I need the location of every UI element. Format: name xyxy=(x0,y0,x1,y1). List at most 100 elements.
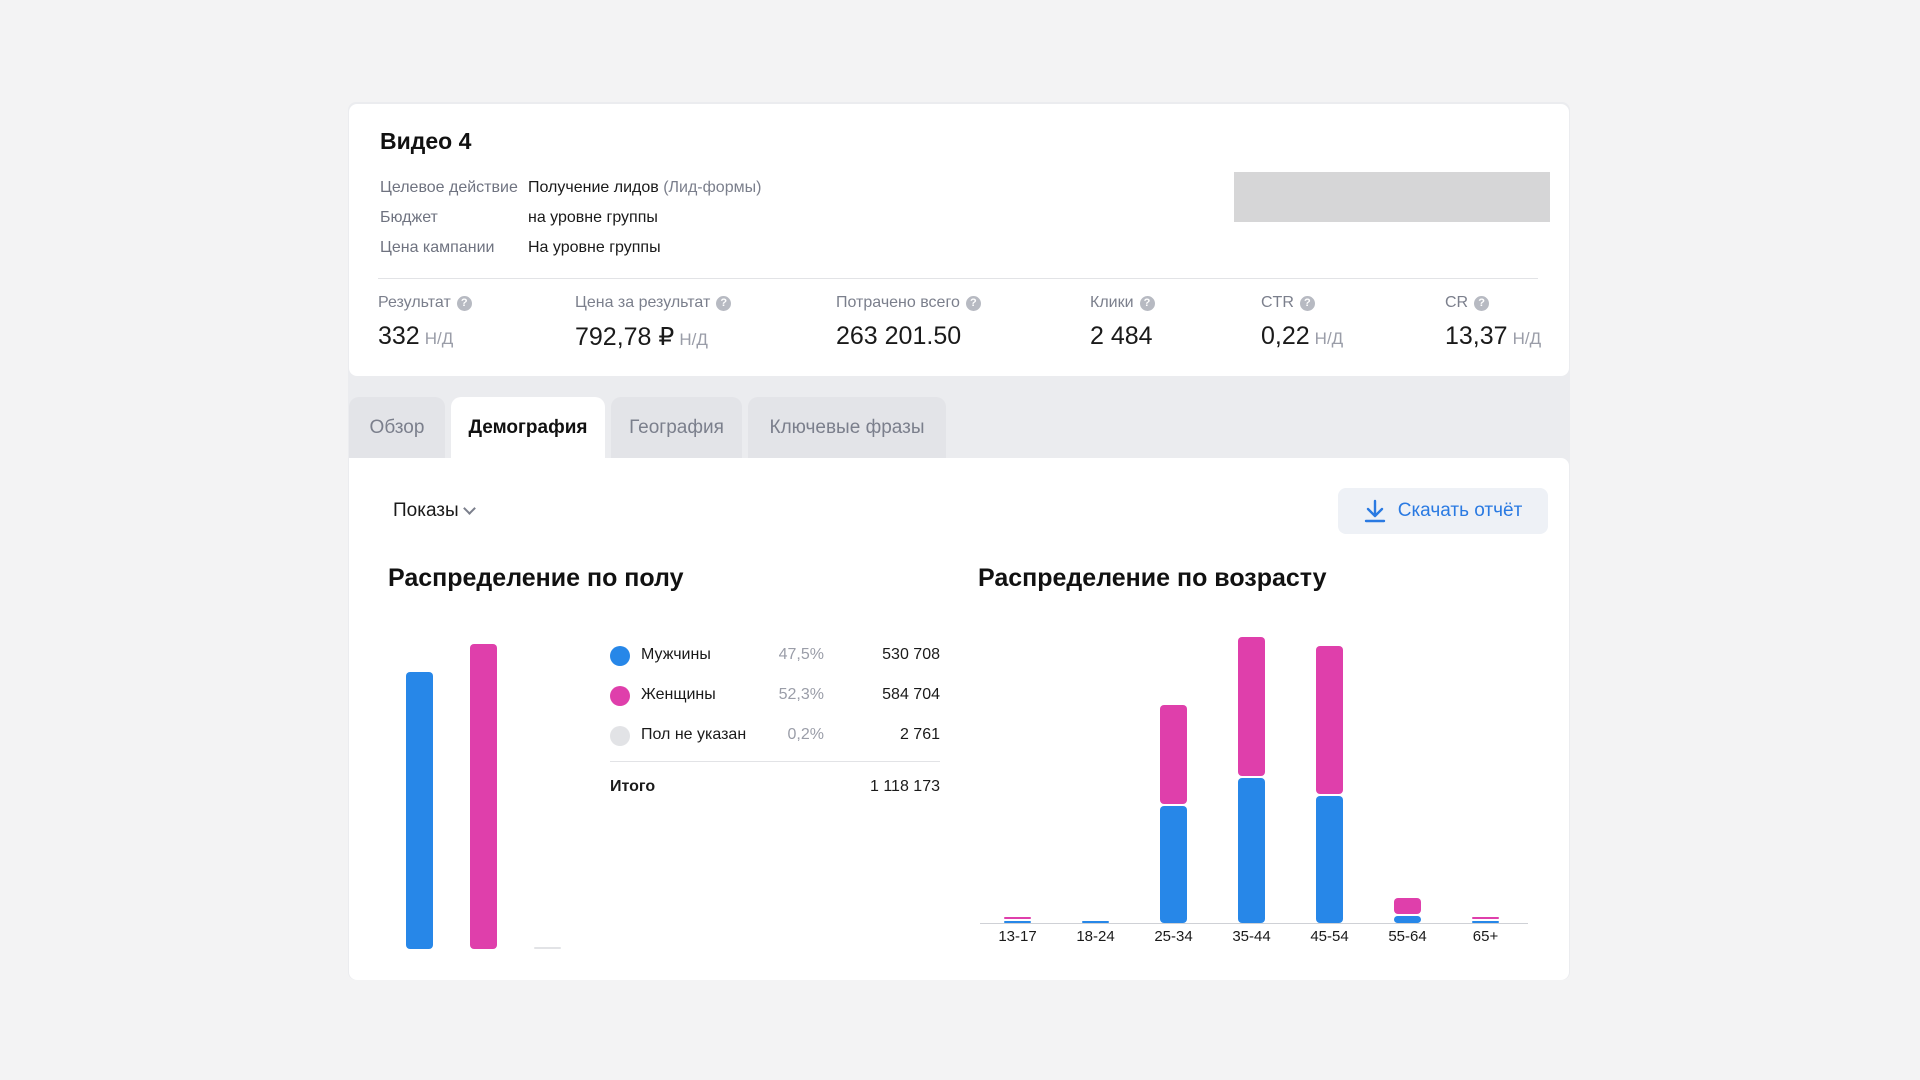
info-value-target-action: Получение лидов (Лид-формы) xyxy=(528,179,761,197)
download-icon xyxy=(1364,499,1386,523)
legend-count: 584 704 xyxy=(882,686,940,703)
info-label-target-action: Целевое действие xyxy=(380,179,518,196)
metric-label-text: CTR xyxy=(1261,294,1294,311)
chevron-down-icon xyxy=(462,502,476,515)
gender-bar-female[interactable] xyxy=(470,644,497,949)
age-tick-label: 25-34 xyxy=(1154,928,1193,945)
metric-value-text: 0,22 xyxy=(1261,322,1310,350)
metric-value-text: 332 xyxy=(378,322,420,350)
help-icon[interactable]: ? xyxy=(1299,295,1315,311)
age-tick-label: 65+ xyxy=(1472,928,1499,945)
legend-item-female: Женщины 52,3% 584 704 xyxy=(610,684,940,708)
age-bar-female-45-54[interactable] xyxy=(1316,646,1343,794)
age-tick-label: 18-24 xyxy=(1076,928,1115,945)
metric-dropdown[interactable]: Показы xyxy=(393,500,476,522)
metric-value-text: 792,78 ₽ xyxy=(575,323,675,351)
metric-label-text: CR xyxy=(1445,294,1469,311)
metric-label-text: Цена за результат xyxy=(575,294,711,311)
metric-cr-label: CR ? xyxy=(1445,294,1490,312)
total-value: 1 118 173 xyxy=(870,778,940,795)
age-bar-male-13-17[interactable] xyxy=(1004,921,1031,923)
age-bar-female-65+[interactable] xyxy=(1472,917,1499,919)
metric-clicks-value: 2 484 xyxy=(1090,322,1153,351)
legend-divider xyxy=(610,761,940,762)
age-tick-label: 55-64 xyxy=(1388,928,1427,945)
metric-label-text: Потрачено всего xyxy=(836,294,960,311)
help-icon[interactable]: ? xyxy=(716,295,732,311)
gender-chart-title: Распределение по полу xyxy=(388,564,684,592)
help-icon[interactable]: ? xyxy=(1474,295,1490,311)
legend-count: 530 708 xyxy=(882,646,940,663)
tab-demography[interactable]: Демография xyxy=(451,397,605,459)
legend-pct: 52,3% xyxy=(778,686,824,703)
preview-placeholder xyxy=(1234,172,1550,222)
campaign-summary-card xyxy=(349,104,1569,376)
info-value-price: На уровне группы xyxy=(528,239,661,256)
info-label-price: Цена кампании xyxy=(380,239,495,256)
info-label-budget: Бюджет xyxy=(380,209,438,226)
metric-na: Н/Д xyxy=(1512,329,1542,348)
legend-dot-male xyxy=(610,646,630,666)
target-action-value: Получение лидов xyxy=(528,179,659,196)
metric-value-text: 13,37 xyxy=(1445,322,1508,350)
age-chart-axis xyxy=(980,923,1528,924)
age-bar-female-13-17[interactable] xyxy=(1004,917,1031,919)
help-icon[interactable]: ? xyxy=(456,295,472,311)
total-label: Итого xyxy=(610,778,656,795)
age-bar-female-55-64[interactable] xyxy=(1394,898,1421,914)
metric-clicks-label: Клики ? xyxy=(1090,294,1155,312)
metric-value-text: 2 484 xyxy=(1090,322,1153,350)
tab-keywords[interactable]: Ключевые фразы xyxy=(748,397,946,459)
legend-name: Мужчины xyxy=(641,646,711,663)
metric-spent-label: Потрачено всего ? xyxy=(836,294,981,312)
legend-dot-unknown xyxy=(610,726,630,746)
metric-cost-per-result-value: 792,78 ₽ Н/Д xyxy=(575,322,708,352)
legend-name: Пол не указан xyxy=(641,726,747,743)
help-icon[interactable]: ? xyxy=(965,295,981,311)
legend-pct: 0,2% xyxy=(787,726,824,743)
metric-spent-value: 263 201.50 xyxy=(836,322,961,351)
metric-label-text: Результат xyxy=(378,294,451,311)
metric-na: Н/Д xyxy=(679,330,708,349)
legend-pct: 47,5% xyxy=(778,646,824,663)
age-bar-male-65+[interactable] xyxy=(1472,921,1499,923)
age-bar-female-35-44[interactable] xyxy=(1238,637,1265,776)
metric-ctr-label: CTR ? xyxy=(1261,294,1315,312)
metric-dropdown-value: Показы xyxy=(393,500,459,521)
tab-geography[interactable]: География xyxy=(611,397,742,459)
summary-divider xyxy=(378,278,1538,279)
metric-na: Н/Д xyxy=(424,329,454,348)
metric-cr-value: 13,37 Н/Д xyxy=(1445,322,1541,351)
metric-result-label: Результат ? xyxy=(378,294,472,312)
age-bar-male-25-34[interactable] xyxy=(1160,806,1187,923)
campaign-title: Видео 4 xyxy=(380,128,472,154)
legend-name: Женщины xyxy=(641,686,716,703)
info-value-budget: на уровне группы xyxy=(528,209,658,226)
legend-dot-female xyxy=(610,686,630,706)
age-bar-female-25-34[interactable] xyxy=(1160,705,1187,804)
legend-count: 2 761 xyxy=(899,726,940,743)
age-tick-label: 35-44 xyxy=(1232,928,1271,945)
download-report-label: Скачать отчёт xyxy=(1397,500,1523,521)
age-bar-male-45-54[interactable] xyxy=(1316,796,1343,923)
metric-result-value: 332 Н/Д xyxy=(378,322,453,351)
gender-bar-unknown[interactable] xyxy=(534,947,561,949)
demography-card xyxy=(349,458,1569,980)
target-action-note: (Лид-формы) xyxy=(663,179,762,196)
metric-ctr-value: 0,22 Н/Д xyxy=(1261,322,1343,351)
help-icon[interactable]: ? xyxy=(1139,295,1155,311)
age-bar-male-18-24[interactable] xyxy=(1082,921,1109,923)
metric-na: Н/Д xyxy=(1314,329,1344,348)
age-tick-label: 13-17 xyxy=(998,928,1037,945)
age-bar-male-55-64[interactable] xyxy=(1394,916,1421,923)
age-tick-label: 45-54 xyxy=(1310,928,1349,945)
download-report-button[interactable]: Скачать отчёт xyxy=(1338,488,1548,534)
legend-item-unknown: Пол не указан 0,2% 2 761 xyxy=(610,724,940,748)
gender-bar-male[interactable] xyxy=(406,672,433,949)
metric-cost-per-result-label: Цена за результат ? xyxy=(575,294,732,312)
age-bar-male-35-44[interactable] xyxy=(1238,778,1265,923)
metric-value-text: 263 201.50 xyxy=(836,322,962,350)
tab-overview[interactable]: Обзор xyxy=(349,397,445,459)
age-chart-title: Распределение по возрасту xyxy=(978,564,1327,592)
legend-item-male: Мужчины 47,5% 530 708 xyxy=(610,644,940,668)
